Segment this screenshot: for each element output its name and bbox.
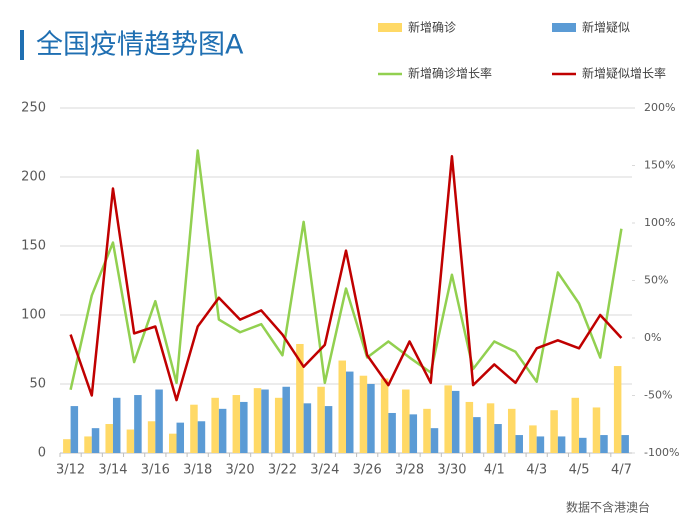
bar — [126, 429, 135, 453]
x-tick-label: 3/22 — [268, 463, 297, 478]
bar — [190, 404, 198, 453]
bar — [274, 397, 283, 453]
y2-tick-label: 150% — [644, 159, 675, 172]
bar — [63, 439, 71, 453]
bar — [359, 375, 368, 453]
bar — [507, 408, 516, 453]
bar — [317, 386, 325, 453]
bar — [84, 436, 92, 453]
chart-title: 全国疫情趋势图A — [36, 30, 244, 61]
bar — [409, 414, 418, 453]
bar — [232, 395, 241, 453]
bar — [571, 397, 580, 453]
x-tick-label: 3/14 — [98, 463, 127, 478]
bar — [494, 424, 502, 453]
y-tick-label: 200 — [21, 170, 46, 185]
bar — [579, 437, 587, 453]
bar — [380, 378, 389, 453]
line — [69, 155, 623, 402]
bar — [367, 384, 375, 453]
bar — [197, 421, 206, 453]
legend-label: 新增确诊 — [408, 20, 456, 35]
bar — [388, 412, 396, 453]
legend-label: 新增确诊增长率 — [408, 66, 492, 81]
y2-tick-label: -100% — [644, 446, 679, 459]
bar — [105, 424, 113, 453]
x-tick-label: 4/7 — [611, 463, 632, 478]
bar — [473, 417, 481, 453]
bar — [621, 435, 629, 453]
bar — [613, 366, 622, 453]
x-tick-label: 3/28 — [395, 463, 424, 478]
line — [69, 149, 623, 391]
y2-tick-label: 50% — [644, 274, 668, 287]
legend-label: 新增疑似增长率 — [582, 66, 666, 81]
bar — [296, 343, 304, 453]
bar — [70, 406, 79, 453]
bar — [324, 406, 333, 453]
bar — [261, 389, 269, 453]
y2-tick-label: 100% — [644, 216, 675, 229]
annotation: 数据不含港澳台 — [566, 500, 650, 515]
x-tick-label: 3/26 — [353, 463, 382, 478]
x-tick-label: 3/20 — [225, 463, 254, 478]
bar — [253, 388, 262, 453]
bar — [169, 433, 177, 453]
bar — [176, 422, 185, 453]
bar — [147, 421, 156, 453]
bar — [134, 395, 142, 453]
x-tick-label: 3/24 — [310, 463, 339, 478]
bar — [112, 397, 121, 453]
bar — [550, 410, 558, 453]
bar — [338, 360, 346, 453]
x-tick-label: 4/1 — [484, 463, 505, 478]
bar — [451, 390, 460, 453]
bar — [600, 435, 608, 453]
x-tick-label: 3/18 — [183, 463, 212, 478]
legend-swatch — [378, 23, 402, 32]
legend-swatch — [552, 23, 576, 32]
y2-tick-label: 0% — [644, 331, 661, 344]
bar — [346, 371, 354, 453]
x-tick-label: 4/5 — [569, 463, 590, 478]
bar — [91, 428, 100, 453]
title-accent — [20, 30, 24, 60]
bar — [536, 436, 545, 453]
y-tick-label: 150 — [21, 239, 46, 254]
bar — [465, 401, 474, 453]
y-tick-label: 250 — [21, 101, 46, 116]
x-tick-label: 3/16 — [141, 463, 170, 478]
bar — [486, 403, 495, 453]
bar — [218, 408, 227, 453]
y2-tick-label: -50% — [644, 389, 672, 402]
bar — [557, 436, 566, 453]
x-tick-label: 4/3 — [526, 463, 547, 478]
bar — [211, 397, 219, 453]
bar — [592, 407, 601, 453]
bar — [155, 389, 163, 453]
bar — [282, 386, 290, 453]
x-tick-label: 3/30 — [437, 463, 466, 478]
bar — [529, 425, 537, 453]
x-tick-label: 3/12 — [56, 463, 85, 478]
y2-tick-label: 200% — [644, 101, 675, 114]
y-tick-label: 50 — [29, 377, 46, 392]
bar — [423, 408, 431, 453]
bar — [240, 401, 248, 453]
bar — [430, 428, 439, 453]
bar — [303, 403, 312, 453]
y-tick-label: 100 — [21, 308, 46, 323]
legend-label: 新增疑似 — [582, 20, 630, 35]
bar — [402, 389, 410, 453]
bar — [515, 435, 523, 453]
y-tick-label: 0 — [38, 446, 46, 461]
bar — [444, 385, 452, 453]
